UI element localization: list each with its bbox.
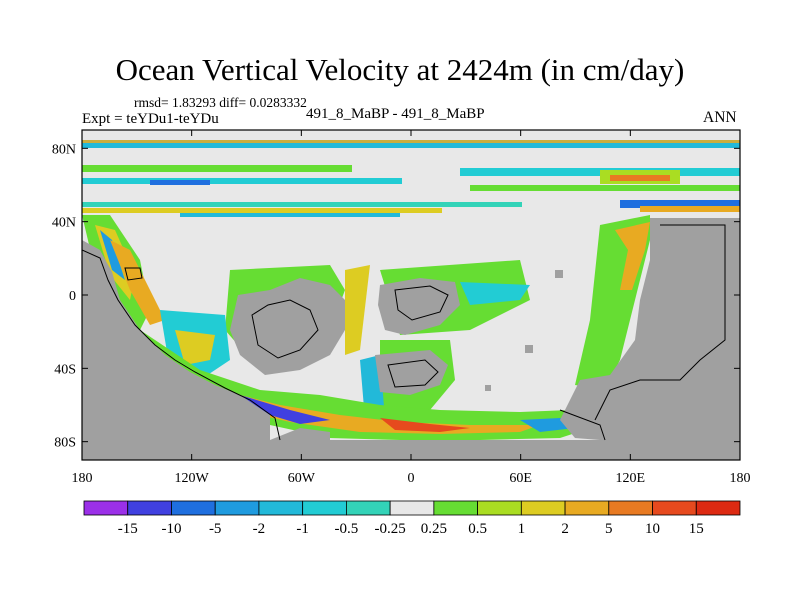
colorbar-label: -10 xyxy=(161,521,181,537)
colorbar-label: 5 xyxy=(605,521,613,537)
chart-title: Ocean Vertical Velocity at 2424m (in cm/… xyxy=(115,52,685,87)
colorbar-label: 0.5 xyxy=(468,521,487,537)
arctic-band xyxy=(82,140,740,148)
colorbar-swatch xyxy=(608,500,653,516)
land-block-1 xyxy=(230,278,345,375)
colorbar-label: 1 xyxy=(518,521,526,537)
colorbar-label: -1 xyxy=(296,521,309,537)
coastlines xyxy=(82,224,726,441)
colorbar-swatch xyxy=(695,500,741,516)
colorbar-label: -0.25 xyxy=(375,521,406,537)
colorbar-swatch xyxy=(302,500,347,516)
colorbar-swatch xyxy=(564,500,610,516)
lon-tick-label: 180 xyxy=(730,471,751,486)
map-field xyxy=(82,130,740,460)
lon-tick-label: 0 xyxy=(408,471,415,486)
case-label: 491_8_MaBP - 491_8_MaBP xyxy=(306,106,485,122)
colorbar-label: -15 xyxy=(118,521,138,537)
lat-tick-label: 80N xyxy=(52,142,76,157)
colorbar-swatch xyxy=(433,500,479,516)
land-west xyxy=(82,240,270,460)
colorbar-swatch xyxy=(258,500,304,516)
colorbar-swatch xyxy=(477,500,522,516)
colorbar-swatch xyxy=(652,500,697,516)
map-axes: 180 120W 60W 0 60E 120E 180 80N 40N 0 40S 80S xyxy=(52,130,751,486)
colorbar-label: -2 xyxy=(253,521,266,537)
lat-tick-label: 80S xyxy=(54,436,76,451)
lon-tick-label: 120E xyxy=(616,471,646,486)
colorbar: -15 -10 -5 -2 -1 -0.5 -0.25 0.25 0.5 1 2 5 10 15 xyxy=(83,500,741,537)
colorbar-label: -0.5 xyxy=(335,521,359,537)
land-south xyxy=(82,440,740,460)
colorbar-label: -5 xyxy=(209,521,222,537)
land-block-3 xyxy=(375,350,448,395)
lon-tick-label: 60E xyxy=(509,471,532,486)
colorbar-swatch xyxy=(214,500,260,516)
lon-tick-label: 180 xyxy=(72,471,93,486)
season-label: ANN xyxy=(703,109,737,126)
land-block-2 xyxy=(378,278,460,335)
colorbar-swatch xyxy=(171,500,216,516)
colorbar-label: 2 xyxy=(561,521,569,537)
colorbar-swatch xyxy=(127,500,172,516)
arctic-band-orange xyxy=(82,140,740,143)
lon-tick-label: 120W xyxy=(175,471,210,486)
lat-tick-label: 0 xyxy=(69,289,76,304)
colorbar-label: 15 xyxy=(689,521,704,537)
colorbar-swatch xyxy=(520,500,566,516)
northern-bands xyxy=(82,165,740,217)
lat-tick-label: 40S xyxy=(54,362,76,377)
experiment-label: Expt = teYDu1-teYDu xyxy=(82,111,219,127)
colorbar-swatch xyxy=(83,500,129,516)
lat-tick-label: 40N xyxy=(52,216,76,231)
colorbar-label: 10 xyxy=(645,521,660,537)
stats-label: rmsd= 1.83293 diff= 0.0283332 xyxy=(134,95,307,110)
colorbar-label: 0.25 xyxy=(421,521,447,537)
colorbar-swatch xyxy=(389,500,435,516)
lon-tick-label: 60W xyxy=(288,471,316,486)
colorbar-swatch xyxy=(345,500,391,516)
